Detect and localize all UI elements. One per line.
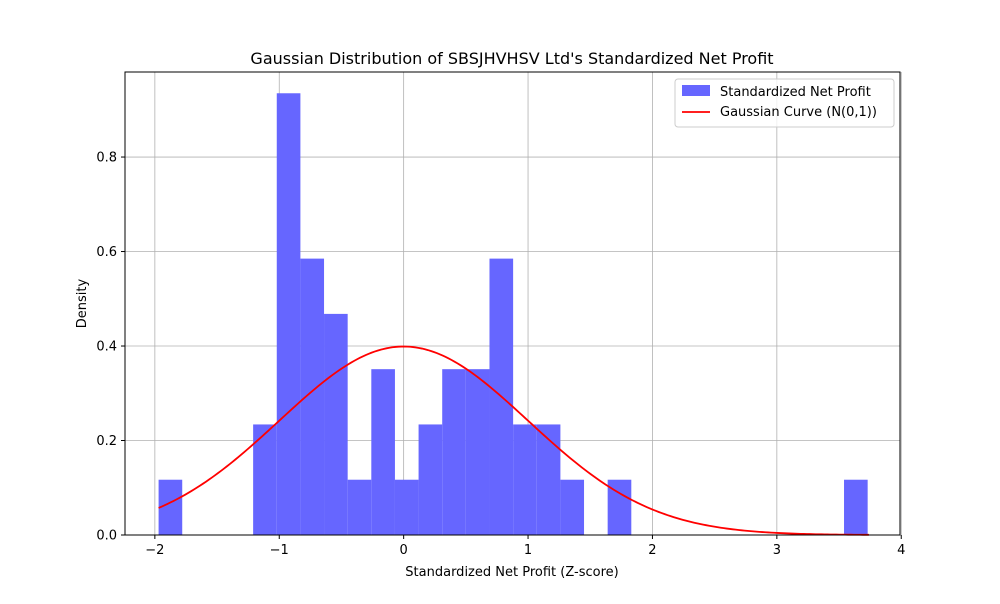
x-axis-ticks: −2 −1 0 1 2 3 4 [145, 535, 905, 558]
histogram-bar [560, 479, 585, 535]
gaussian-curve-line [158, 345, 869, 536]
y-tick-label: 0.4 [96, 340, 117, 355]
histogram-bar [536, 424, 561, 535]
histogram-bar [276, 93, 301, 536]
gaussian-curve-layer [158, 345, 869, 536]
x-tick-label: −1 [270, 543, 289, 558]
legend-label-curve: Gaussian Curve (N(0,1)) [720, 105, 877, 120]
histogram-bar [465, 369, 490, 535]
histogram-bar [442, 369, 466, 535]
y-axis-label: Density [75, 278, 90, 328]
y-tick-label: 0.0 [96, 529, 117, 544]
legend-swatch-histogram [682, 85, 710, 96]
histogram-bar [844, 479, 868, 535]
histogram-bar [394, 479, 419, 535]
y-tick-label: 0.8 [96, 151, 117, 166]
histogram-bar [513, 424, 537, 535]
x-tick-label: 2 [648, 543, 656, 558]
plot-frame [124, 71, 901, 536]
histogram-bar [158, 479, 183, 535]
histogram-bar [300, 258, 325, 535]
histogram-bar [347, 479, 372, 535]
chart-title: Gaussian Distribution of SBSJHVHSV Ltd's… [250, 49, 773, 68]
histogram-bar [607, 479, 632, 535]
legend-box [674, 78, 895, 128]
histogram-bars [158, 93, 868, 536]
x-axis-label: Standardized Net Profit (Z-score) [405, 565, 618, 580]
x-tick-label: 4 [897, 543, 905, 558]
x-tick-label: 1 [524, 543, 532, 558]
y-axis-ticks: 0.0 0.2 0.4 0.6 0.8 [96, 151, 125, 544]
y-tick-label: 0.6 [96, 245, 117, 260]
legend-label-histogram: Standardized Net Profit [720, 85, 871, 100]
histogram-bar [324, 313, 348, 535]
x-tick-label: 0 [400, 543, 408, 558]
legend: Standardized Net Profit Gaussian Curve (… [674, 78, 895, 128]
histogram-bar [371, 369, 395, 535]
histogram-bar [418, 424, 443, 535]
x-tick-label: −2 [145, 543, 164, 558]
y-tick-label: 0.2 [96, 434, 117, 449]
histogram-bar [253, 424, 277, 535]
x-tick-label: 3 [773, 543, 781, 558]
